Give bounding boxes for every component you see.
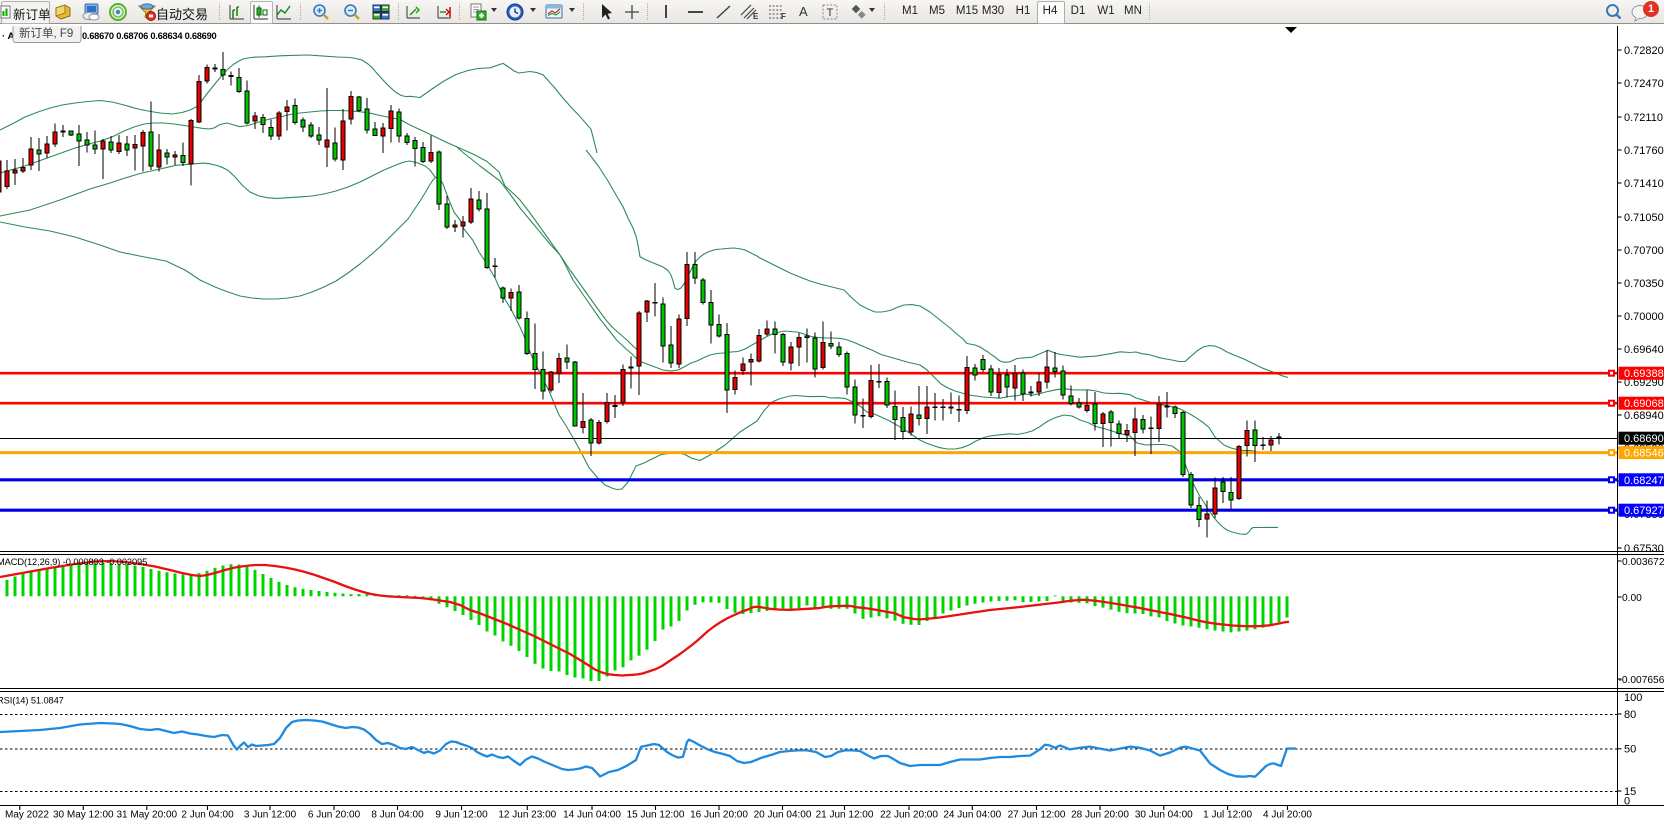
svg-text:0.68670 0.68706 0.68634 0.6869: 0.68670 0.68706 0.68634 0.68690 bbox=[82, 31, 217, 41]
svg-text:0.71410: 0.71410 bbox=[1624, 178, 1664, 190]
svg-text:31 May 20:00: 31 May 20:00 bbox=[116, 810, 177, 821]
svg-text:21 Jun 12:00: 21 Jun 12:00 bbox=[816, 810, 874, 821]
svg-text:0.69388: 0.69388 bbox=[1624, 368, 1664, 380]
svg-text:MACD(12,26,9) -0.000893 -0.002: MACD(12,26,9) -0.000893 -0.002095 bbox=[0, 557, 147, 567]
svg-text:0.68690: 0.68690 bbox=[1624, 433, 1664, 445]
svg-text:2 Jun 04:00: 2 Jun 04:00 bbox=[181, 810, 234, 821]
svg-text:0.71050: 0.71050 bbox=[1624, 212, 1664, 224]
svg-text:27 Jun 12:00: 27 Jun 12:00 bbox=[1008, 810, 1066, 821]
svg-text:9 Jun 12:00: 9 Jun 12:00 bbox=[435, 810, 488, 821]
svg-text:14 Jun 04:00: 14 Jun 04:00 bbox=[563, 810, 621, 821]
svg-text:T: T bbox=[827, 7, 834, 19]
svg-text:May 2022: May 2022 bbox=[5, 810, 49, 821]
svg-text:0.70000: 0.70000 bbox=[1624, 311, 1664, 323]
svg-text:0.67530: 0.67530 bbox=[1624, 543, 1664, 555]
svg-text:30 May 12:00: 30 May 12:00 bbox=[53, 810, 114, 821]
svg-text:新订单, F9: 新订单, F9 bbox=[19, 26, 73, 40]
svg-text:0.68546: 0.68546 bbox=[1624, 448, 1664, 460]
svg-text:0.69290: 0.69290 bbox=[1624, 377, 1664, 389]
svg-text:0.68940: 0.68940 bbox=[1624, 410, 1664, 422]
svg-text:0.72820: 0.72820 bbox=[1624, 45, 1664, 57]
svg-text:6 Jun 20:00: 6 Jun 20:00 bbox=[308, 810, 361, 821]
svg-text:0.70700: 0.70700 bbox=[1624, 245, 1664, 257]
svg-text:3 Jun 12:00: 3 Jun 12:00 bbox=[244, 810, 297, 821]
svg-text:15 Jun 12:00: 15 Jun 12:00 bbox=[627, 810, 685, 821]
svg-text:50: 50 bbox=[1624, 744, 1636, 756]
svg-text:-0.007656: -0.007656 bbox=[1619, 675, 1664, 686]
svg-text:0.00: 0.00 bbox=[1622, 593, 1642, 604]
svg-text:0.69640: 0.69640 bbox=[1624, 344, 1664, 356]
svg-text:RSI(14) 51.0847: RSI(14) 51.0847 bbox=[0, 696, 64, 706]
svg-text:4 Jul 20:00: 4 Jul 20:00 bbox=[1263, 810, 1312, 821]
svg-text:0.70350: 0.70350 bbox=[1624, 278, 1664, 290]
svg-text:24 Jun 04:00: 24 Jun 04:00 bbox=[943, 810, 1001, 821]
svg-text:0.67927: 0.67927 bbox=[1624, 505, 1664, 517]
svg-text:0: 0 bbox=[1624, 795, 1630, 807]
svg-text:15: 15 bbox=[1624, 786, 1636, 798]
svg-text:12 Jun 23:00: 12 Jun 23:00 bbox=[498, 810, 556, 821]
svg-text:30 Jun 04:00: 30 Jun 04:00 bbox=[1135, 810, 1193, 821]
svg-text:20 Jun 04:00: 20 Jun 04:00 bbox=[754, 810, 812, 821]
svg-text:0.72110: 0.72110 bbox=[1624, 112, 1663, 124]
svg-text:0.72470: 0.72470 bbox=[1624, 78, 1664, 90]
svg-text:80: 80 bbox=[1624, 709, 1636, 721]
svg-text:28 Jun 20:00: 28 Jun 20:00 bbox=[1071, 810, 1129, 821]
svg-text:22 Jun 20:00: 22 Jun 20:00 bbox=[880, 810, 938, 821]
svg-text:0.71760: 0.71760 bbox=[1624, 145, 1664, 157]
svg-text:0.003672: 0.003672 bbox=[1622, 557, 1664, 568]
svg-text:1 Jul 12:00: 1 Jul 12:00 bbox=[1203, 810, 1252, 821]
svg-text:8 Jun 04:00: 8 Jun 04:00 bbox=[371, 810, 424, 821]
svg-text:0.68247: 0.68247 bbox=[1624, 475, 1664, 487]
svg-text:0.69068: 0.69068 bbox=[1624, 398, 1664, 410]
svg-text:100: 100 bbox=[1624, 692, 1642, 704]
svg-text:16 Jun 20:00: 16 Jun 20:00 bbox=[690, 810, 748, 821]
